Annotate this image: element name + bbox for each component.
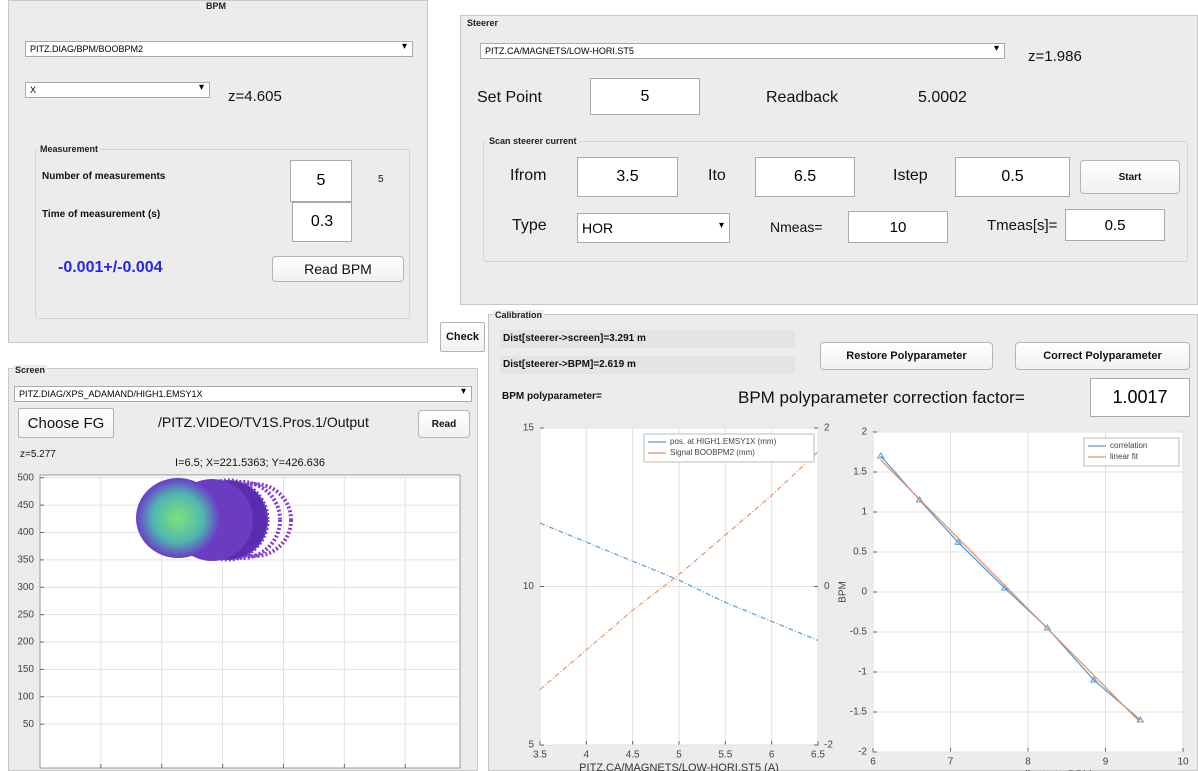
app-window: BPM PITZ.DIAG/BPM/BOOBPM2 X z=4.605 Meas… bbox=[0, 0, 1198, 771]
beam-spot bbox=[136, 478, 220, 558]
beam-image bbox=[0, 0, 1198, 771]
